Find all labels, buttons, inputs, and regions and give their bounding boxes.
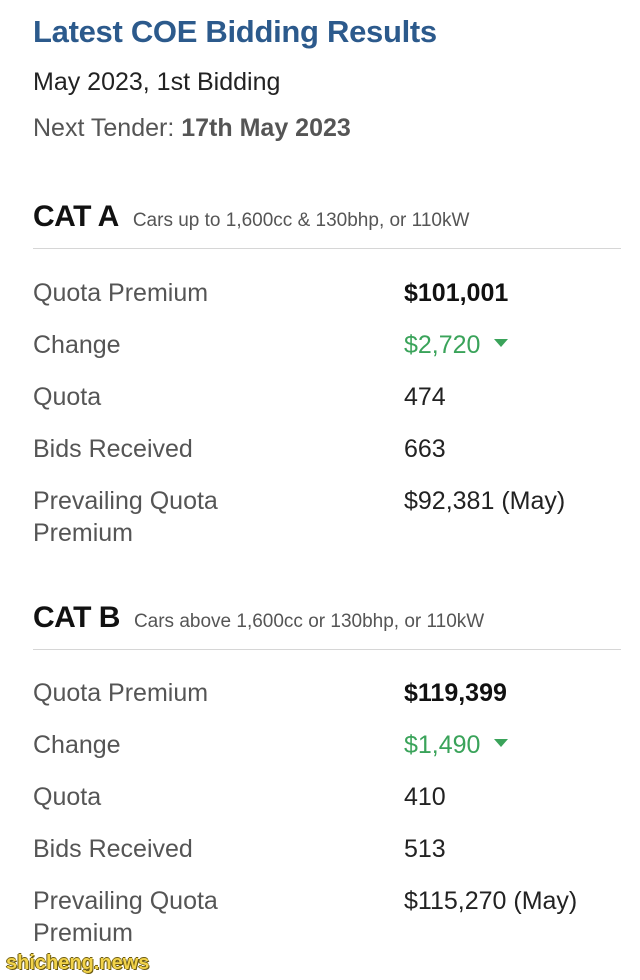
page-title: Latest COE Bidding Results bbox=[33, 14, 437, 49]
down-arrow-icon bbox=[494, 339, 509, 348]
cat-b-divider bbox=[33, 649, 621, 650]
cat-a-divider bbox=[33, 248, 621, 249]
cat-b-bids-received-label: Bids Received bbox=[33, 835, 193, 863]
cat-a-header: CAT A Cars up to 1,600cc & 130bhp, or 110… bbox=[33, 200, 469, 234]
cat-b-description: Cars above 1,600cc or 130bhp, or 110kW bbox=[133, 611, 485, 632]
cat-b-pqp-label: Prevailing Quota Premium bbox=[33, 885, 363, 949]
cat-b-change-label: Change bbox=[33, 731, 121, 759]
cat-a-quota-value: 474 bbox=[404, 383, 446, 411]
cat-a-change-amount: $2,720 bbox=[404, 331, 481, 359]
cat-a-quota-premium-value: $101,001 bbox=[404, 279, 509, 307]
cat-a-change-value: $2,720 bbox=[404, 329, 509, 361]
next-tender-label: Next Tender: bbox=[33, 114, 182, 142]
cat-b-quota-value: 410 bbox=[404, 783, 446, 811]
cat-b-name: CAT B bbox=[33, 601, 120, 634]
cat-a-name: CAT A bbox=[33, 200, 119, 233]
next-tender-date: 17th May 2023 bbox=[181, 114, 351, 142]
cat-a-pqp-value: $92,381 (May) bbox=[404, 487, 566, 515]
cat-b-quota-premium-value: $119,399 bbox=[404, 679, 507, 707]
cat-a-description: Cars up to 1,600cc & 130bhp, or 110kW bbox=[132, 210, 470, 231]
cat-a-pqp-label-line1: Prevailing Quota bbox=[33, 487, 218, 515]
cat-a-bids-received-value: 663 bbox=[404, 435, 446, 463]
cat-b-change-amount: $1,490 bbox=[404, 731, 481, 759]
cat-b-pqp-label-line1: Prevailing Quota bbox=[33, 887, 218, 915]
cat-a-bids-received-label: Bids Received bbox=[33, 435, 193, 463]
cat-a-pqp-label: Prevailing Quota Premium bbox=[33, 485, 363, 549]
cat-a-pqp-label-line2: Premium bbox=[33, 519, 134, 547]
cat-a-quota-label: Quota bbox=[33, 383, 102, 411]
cat-b-quota-premium-label: Quota Premium bbox=[33, 679, 209, 707]
cat-b-quota-label: Quota bbox=[33, 783, 102, 811]
cat-b-header: CAT B Cars above 1,600cc or 130bhp, or 11… bbox=[33, 601, 484, 635]
cat-b-pqp-label-line2: Premium bbox=[33, 919, 134, 947]
cat-b-pqp-value: $115,270 (May) bbox=[404, 887, 578, 915]
cat-a-quota-premium-label: Quota Premium bbox=[33, 279, 209, 307]
bidding-subtitle: May 2023, 1st Bidding bbox=[33, 68, 281, 96]
next-tender: Next Tender: 17th May 2023 bbox=[33, 114, 351, 143]
cat-b-change-value: $1,490 bbox=[404, 729, 509, 761]
cat-b-bids-received-value: 513 bbox=[404, 835, 446, 863]
cat-a-change-label: Change bbox=[33, 331, 121, 359]
watermark: shicheng.news bbox=[6, 952, 150, 974]
down-arrow-icon bbox=[494, 739, 509, 748]
